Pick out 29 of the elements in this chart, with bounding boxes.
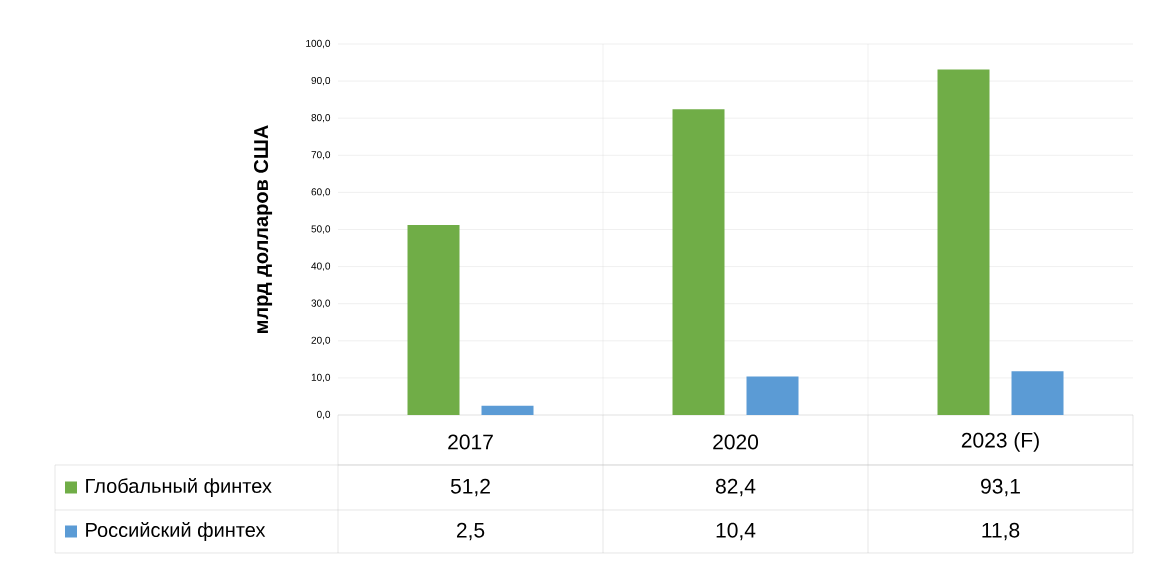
y-tick-label: 10,0	[311, 373, 331, 383]
bar	[937, 69, 990, 415]
data-label: 51,2	[450, 478, 490, 497]
y-tick-label: 50,0	[311, 225, 331, 234]
legend-label: Глобальный финтех	[86, 477, 272, 497]
y-tick-label: 80,0	[311, 114, 331, 123]
legend-label: Российский финтех	[86, 521, 266, 541]
y-tick-label: 40,0	[311, 262, 331, 271]
x-tick-label: 2020	[713, 434, 759, 450]
data-label: 93,1	[981, 478, 1020, 497]
x-tick-label: 2017	[448, 434, 493, 450]
bar	[746, 376, 799, 415]
bar	[407, 225, 460, 415]
y-tick-label: 70,0	[311, 151, 331, 160]
y-tick-label: 60,0	[311, 188, 331, 197]
bar	[672, 109, 725, 415]
data-label: 2,5	[456, 522, 485, 541]
data-label: 10,4	[716, 522, 756, 541]
y-tick-label: 20,0	[311, 336, 331, 345]
y-tick-label: 90,0	[311, 76, 331, 86]
y-tick-label: 0,0	[316, 410, 331, 420]
bar	[481, 405, 534, 415]
y-tick-label: 100,0	[306, 39, 331, 49]
data-label: 82,4	[715, 478, 756, 497]
data-label: 11,8	[982, 522, 1020, 541]
y-axis-title: млрд долларов США	[253, 125, 273, 333]
y-tick-label: 30,0	[311, 299, 331, 308]
x-tick-label: 2023 (F)	[961, 432, 1039, 452]
bar	[1011, 371, 1064, 415]
